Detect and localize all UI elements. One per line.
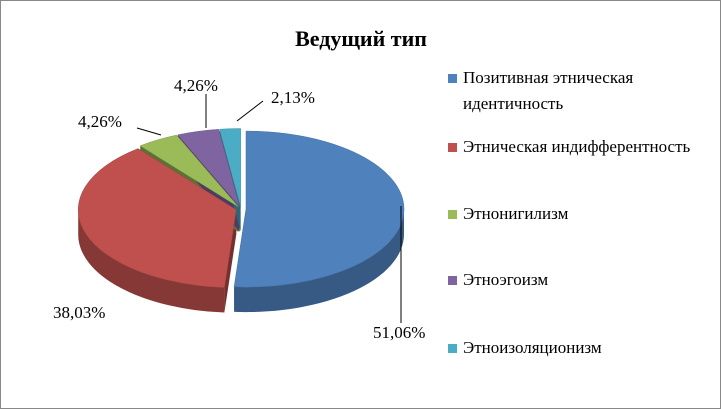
legend-swatch bbox=[448, 74, 457, 83]
legend-swatch bbox=[448, 276, 457, 285]
data-label: 4,26% bbox=[78, 112, 122, 131]
slice bbox=[219, 128, 241, 207]
legend-label: Этноэгоизм bbox=[463, 270, 549, 289]
data-label: 4,26% bbox=[174, 76, 218, 95]
slice-side bbox=[78, 209, 225, 313]
legend-label: Этническая индифферентность bbox=[463, 137, 691, 156]
slice bbox=[77, 148, 237, 288]
legend-swatch bbox=[448, 143, 457, 152]
legend-label: Этноизоляционизм bbox=[463, 338, 602, 357]
data-label: 38,03% bbox=[53, 303, 105, 322]
legend-swatch bbox=[448, 210, 457, 219]
slice bbox=[233, 130, 405, 288]
slice-wall bbox=[224, 209, 237, 313]
leader-line bbox=[236, 100, 264, 122]
chart-title: Ведущий тип bbox=[295, 26, 427, 51]
legend-swatch bbox=[448, 344, 457, 353]
data-label: 2,13% bbox=[271, 88, 315, 107]
legend-label: Позитивная этническая идентичность bbox=[463, 68, 634, 113]
leader-line bbox=[136, 127, 162, 136]
legend-label: Этнонигилизм bbox=[463, 204, 569, 223]
data-label: 51,06% bbox=[373, 323, 425, 342]
slice bbox=[177, 129, 240, 207]
slice-side bbox=[234, 209, 404, 313]
slice bbox=[139, 134, 239, 208]
